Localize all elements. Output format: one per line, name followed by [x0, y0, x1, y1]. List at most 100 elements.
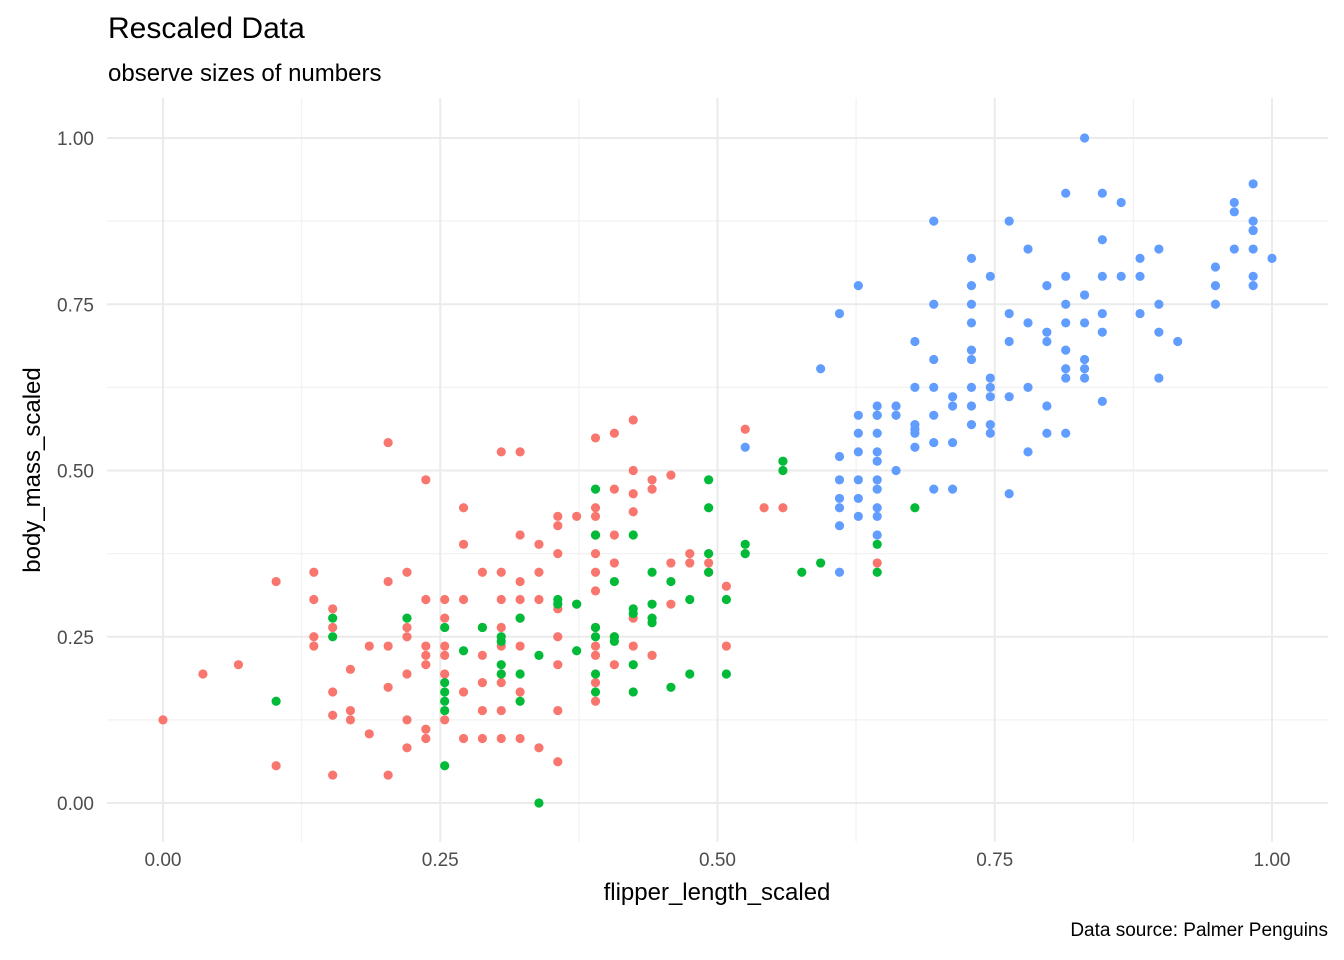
data-point-series-3 — [948, 392, 958, 402]
x-tick-label: 0.50 — [699, 850, 736, 871]
data-point-series-3 — [740, 442, 750, 452]
data-point-series-3 — [853, 511, 863, 521]
data-point-series-3 — [1229, 207, 1239, 217]
data-point-series-3 — [1097, 271, 1107, 281]
data-point-series-1 — [553, 511, 563, 521]
data-point-series-1 — [421, 660, 431, 670]
data-point-series-1 — [421, 641, 431, 651]
data-point-series-1 — [515, 447, 525, 457]
data-point-series-2 — [628, 530, 638, 540]
data-point-series-1 — [421, 594, 431, 605]
data-point-series-2 — [590, 530, 601, 540]
data-point-series-1 — [383, 682, 393, 692]
data-point-series-3 — [966, 318, 977, 328]
data-point-series-3 — [853, 475, 863, 485]
data-point-series-1 — [402, 743, 412, 753]
data-point-series-1 — [328, 604, 338, 614]
data-point-series-3 — [929, 354, 939, 365]
data-point-series-2 — [704, 475, 714, 485]
data-point-series-1 — [628, 465, 638, 476]
data-point-series-1 — [628, 489, 638, 499]
tick-labels: 0.00 0.25 0.50 0.75 1.00 0.00 0.25 0.50 0.75 1.00 — [57, 129, 1290, 871]
data-point-series-3 — [853, 447, 863, 457]
data-point-series-2 — [440, 696, 450, 706]
data-point-series-1 — [345, 715, 356, 725]
data-point-series-2 — [609, 636, 619, 647]
data-point-series-3 — [1210, 262, 1221, 272]
data-point-series-3 — [1061, 345, 1071, 355]
data-point-series-3 — [966, 253, 977, 263]
data-point-series-1 — [364, 641, 374, 651]
data-point-series-3 — [1079, 318, 1090, 328]
data-point-series-3 — [1154, 327, 1164, 337]
data-point-series-1 — [515, 733, 525, 744]
data-point-series-2 — [647, 567, 657, 577]
data-point-series-2 — [647, 599, 657, 609]
data-point-series-3 — [966, 345, 977, 355]
data-point-series-1 — [609, 484, 619, 494]
data-point-series-1 — [590, 650, 601, 660]
data-point-series-1 — [345, 705, 356, 716]
chart-caption: Data source: Palmer Penguins — [1070, 920, 1328, 941]
data-point-series-3 — [966, 299, 977, 309]
data-point-series-3 — [966, 401, 977, 411]
data-point-series-3 — [1061, 428, 1071, 438]
data-point-series-1 — [477, 650, 487, 660]
data-point-series-1 — [647, 484, 657, 494]
data-point-series-1 — [740, 424, 750, 434]
data-point-series-3 — [929, 299, 939, 309]
data-point-series-2 — [590, 669, 601, 679]
data-point-series-1 — [402, 669, 412, 679]
data-point-series-3 — [966, 281, 977, 291]
data-point-series-1 — [590, 503, 601, 513]
data-point-series-1 — [309, 567, 319, 577]
data-point-series-3 — [985, 420, 995, 430]
data-point-series-3 — [1004, 489, 1014, 499]
data-point-series-3 — [834, 308, 845, 319]
data-point-series-2 — [590, 632, 601, 642]
data-point-series-2 — [515, 696, 525, 706]
data-point-series-3 — [1173, 336, 1183, 347]
data-point-series-1 — [534, 594, 544, 605]
data-point-series-2 — [271, 696, 281, 706]
data-point-series-1 — [496, 705, 506, 716]
data-point-series-1 — [383, 437, 393, 448]
data-point-series-3 — [1061, 271, 1071, 281]
data-point-series-1 — [628, 507, 638, 517]
data-point-series-1 — [271, 761, 281, 771]
data-point-series-3 — [1023, 318, 1033, 328]
data-point-series-2 — [704, 503, 714, 513]
data-point-series-1 — [590, 678, 601, 688]
chart-subtitle: observe sizes of numbers — [108, 60, 382, 87]
data-point-series-3 — [1004, 336, 1014, 347]
data-point-series-3 — [1023, 447, 1033, 457]
data-point-series-3 — [1097, 327, 1107, 337]
data-point-series-3 — [872, 484, 882, 494]
data-point-series-3 — [929, 410, 939, 420]
data-point-series-1 — [590, 511, 601, 521]
data-point-series-3 — [1042, 401, 1052, 411]
data-point-series-1 — [553, 757, 563, 767]
data-point-series-3 — [872, 401, 882, 411]
data-point-series-3 — [1061, 318, 1071, 328]
data-point-series-1 — [572, 511, 582, 521]
data-point-series-3 — [1079, 133, 1090, 143]
data-point-series-2 — [440, 687, 450, 697]
data-point-series-1 — [590, 641, 601, 651]
data-point-series-1 — [477, 567, 487, 577]
data-point-series-1 — [383, 770, 393, 780]
data-point-series-2 — [666, 576, 676, 587]
data-point-series-1 — [496, 447, 506, 457]
data-point-series-3 — [985, 428, 995, 438]
data-point-series-3 — [1061, 299, 1071, 309]
data-point-series-3 — [1097, 396, 1107, 406]
data-point-series-1 — [666, 558, 676, 568]
data-point-series-3 — [872, 428, 882, 438]
data-point-series-3 — [948, 484, 958, 494]
data-point-series-1 — [590, 549, 601, 559]
data-point-series-1 — [402, 715, 412, 725]
data-point-series-1 — [553, 521, 563, 531]
data-point-series-2 — [628, 687, 638, 697]
x-tick-label: 1.00 — [1254, 850, 1291, 871]
data-point-series-2 — [740, 549, 750, 559]
